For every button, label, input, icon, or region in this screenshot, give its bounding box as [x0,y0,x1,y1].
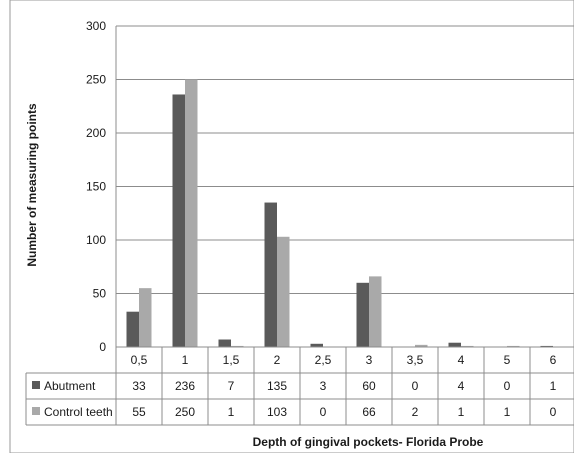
category-label: 0,5 [131,353,148,367]
data-label: 66 [362,405,376,419]
data-label: 1 [504,405,511,419]
data-label: 1 [228,405,235,419]
chart-border [9,0,574,453]
data-label: 250 [175,405,195,419]
data-label: 135 [267,379,287,393]
data-label: 236 [175,379,195,393]
y-tick-label: 50 [93,287,107,301]
y-tick-label: 100 [86,233,106,247]
y-tick-label: 200 [86,126,106,140]
data-label: 103 [267,405,287,419]
bar-abutment [448,342,461,347]
data-label: 1 [550,379,557,393]
data-label: 60 [362,379,376,393]
data-label: 7 [228,379,235,393]
series-name: Control teeth [44,405,113,419]
data-label: 2 [412,405,419,419]
bar-abutment [218,339,231,347]
bar-control-teeth [277,236,290,347]
data-label: 1 [458,405,465,419]
bar-control-teeth [139,288,152,347]
data-label: 0 [550,405,557,419]
y-tick-label: 0 [99,340,106,354]
data-label: 0 [412,379,419,393]
category-label: 5 [504,353,511,367]
data-label: 55 [132,405,146,419]
bar-abutment [264,202,277,347]
category-label: 4 [458,353,465,367]
bar-control-teeth [507,345,520,347]
x-axis-title: Depth of gingival pockets- Florida Probe [253,435,484,449]
y-axis-title: Number of measuring points [25,103,39,267]
bar-abutment [356,282,369,347]
y-tick-label: 250 [86,73,106,87]
bar-control-teeth [461,345,474,347]
legend-key [32,381,40,389]
data-label: 4 [458,379,465,393]
y-tick-label: 150 [86,180,106,194]
bar-abutment [126,311,139,347]
bar-control-teeth [185,79,198,347]
category-label: 1 [182,353,189,367]
bar-control-teeth [369,276,382,347]
category-label: 1,5 [223,353,240,367]
category-label: 2,5 [315,353,332,367]
data-label: 33 [132,379,146,393]
y-tick-labels: 0 50 100 150 200 250 300 [86,19,106,354]
category-label: 3 [366,353,373,367]
bar-abutment [310,343,323,347]
legend-key [32,407,40,415]
category-label: 2 [274,353,281,367]
bar-abutment [540,345,553,347]
category-label: 6 [550,353,557,367]
data-label: 0 [504,379,511,393]
data-label: 0 [320,405,327,419]
bar-control-teeth [231,345,244,347]
bars [126,79,553,347]
y-tick-label: 300 [86,19,106,33]
series-name: Abutment [44,379,96,393]
data-table: 0,5 1 1,5 2 2,5 3 3,5 4 5 6 Abutment 33 236 7 135 3 60 0 4… [25,346,574,426]
bar-control-teeth [415,344,428,347]
data-label: 3 [320,379,327,393]
bar-abutment [172,94,185,347]
category-label: 3,5 [407,353,424,367]
